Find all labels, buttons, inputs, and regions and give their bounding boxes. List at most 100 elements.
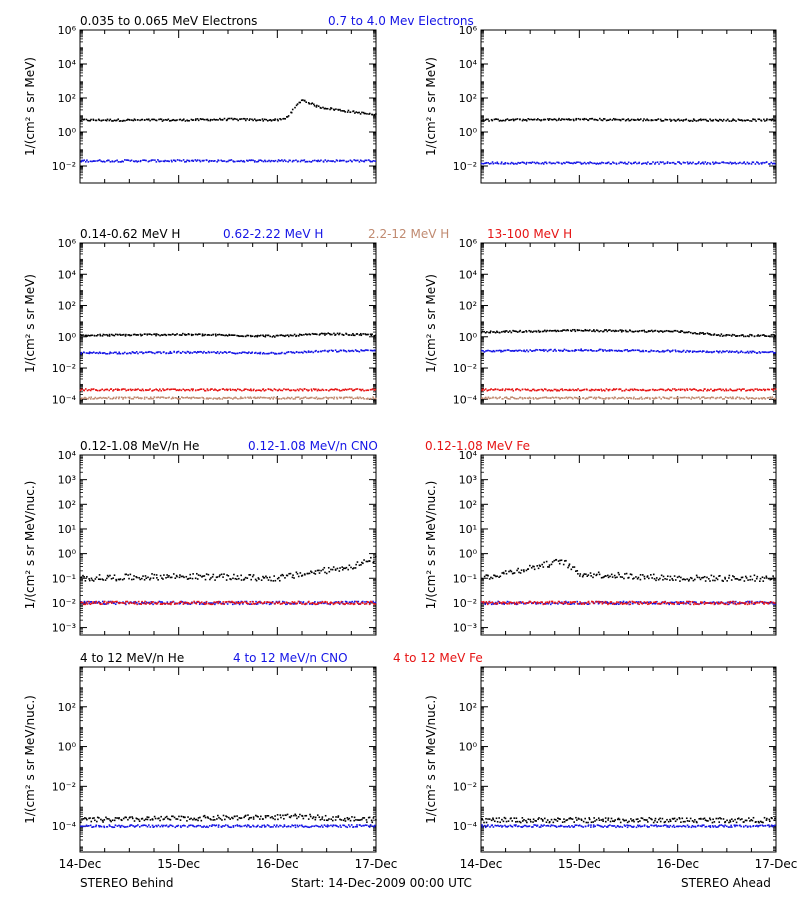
- data-point: [486, 331, 488, 333]
- data-point: [484, 119, 487, 121]
- data-point: [291, 108, 294, 111]
- data-point: [133, 118, 136, 120]
- data-point: [579, 398, 582, 400]
- data-point: [508, 602, 510, 605]
- data-point: [502, 350, 504, 353]
- data-point: [334, 569, 337, 571]
- data-point: [624, 601, 627, 604]
- data-point: [601, 600, 604, 603]
- data-point: [343, 349, 345, 352]
- data-point: [512, 329, 514, 332]
- data-point: [678, 119, 681, 122]
- data-point: [207, 602, 210, 605]
- data-point: [110, 577, 113, 580]
- data-point: [339, 159, 341, 162]
- data-point: [738, 388, 741, 390]
- data-point: [684, 578, 686, 581]
- data-point: [358, 161, 361, 163]
- data-point: [612, 602, 615, 604]
- data-point: [317, 350, 320, 353]
- data-point: [91, 352, 94, 354]
- data-point: [634, 349, 637, 352]
- data-point: [542, 163, 545, 165]
- data-point: [572, 328, 574, 331]
- data-point: [277, 398, 280, 400]
- data-point: [607, 329, 610, 332]
- data-point: [89, 398, 92, 400]
- data-point: [667, 388, 670, 390]
- data-point: [205, 602, 208, 605]
- data-point: [646, 575, 649, 577]
- data-point: [768, 163, 770, 165]
- data-point: [212, 160, 215, 162]
- data-point: [684, 161, 686, 164]
- data-point: [734, 389, 737, 392]
- data-point: [330, 568, 332, 571]
- data-point: [352, 332, 354, 335]
- data-point: [170, 334, 172, 336]
- data-point: [672, 161, 675, 164]
- data-point: [178, 388, 181, 391]
- data-point: [690, 119, 692, 122]
- data-point: [90, 351, 92, 354]
- data-point: [719, 162, 721, 165]
- data-point: [490, 397, 492, 400]
- data-point: [166, 388, 169, 390]
- data-point: [763, 351, 765, 354]
- data-point: [314, 601, 316, 603]
- data-point: [541, 162, 544, 164]
- data-point: [171, 388, 173, 390]
- data-point: [585, 397, 588, 399]
- data-point: [602, 118, 605, 120]
- data-point: [618, 162, 620, 165]
- data-point: [125, 159, 128, 161]
- data-point: [758, 388, 761, 391]
- data-point: [115, 396, 118, 399]
- data-point: [303, 333, 305, 336]
- data-point: [168, 574, 170, 577]
- data-point: [481, 119, 483, 122]
- data-point: [541, 563, 544, 566]
- data-point: [712, 396, 714, 399]
- data-point: [624, 398, 626, 400]
- data-point: [594, 118, 596, 121]
- data-point: [652, 602, 655, 604]
- data-point: [569, 396, 571, 399]
- data-point: [270, 159, 273, 162]
- data-point: [577, 161, 579, 163]
- data-point: [301, 388, 303, 391]
- data-point: [487, 602, 490, 605]
- data-point: [90, 396, 92, 399]
- data-point: [642, 349, 644, 352]
- data-point: [301, 334, 303, 336]
- data-point: [85, 397, 88, 400]
- data-point: [605, 329, 607, 331]
- data-point: [739, 602, 742, 605]
- data-point: [301, 574, 304, 577]
- data-point: [206, 397, 208, 399]
- data-point: [135, 601, 138, 604]
- data-point: [513, 601, 516, 604]
- data-point: [681, 578, 684, 581]
- data-point: [112, 352, 114, 354]
- data-point: [261, 396, 264, 399]
- data-point: [167, 396, 169, 399]
- data-point: [84, 396, 86, 399]
- data-point: [107, 159, 109, 162]
- data-point: [336, 397, 339, 400]
- data-point: [750, 601, 753, 604]
- data-point: [531, 161, 534, 163]
- data-point: [734, 578, 737, 580]
- data-point: [192, 388, 194, 390]
- data-point: [544, 161, 546, 164]
- data-point: [312, 159, 314, 162]
- data-point: [698, 396, 700, 399]
- data-point: [131, 397, 133, 400]
- data-point: [740, 389, 742, 392]
- data-point: [514, 602, 517, 605]
- data-point: [686, 388, 688, 390]
- data-point: [516, 350, 519, 352]
- data-point: [248, 397, 250, 399]
- data-point: [302, 99, 304, 101]
- data-point: [341, 110, 344, 112]
